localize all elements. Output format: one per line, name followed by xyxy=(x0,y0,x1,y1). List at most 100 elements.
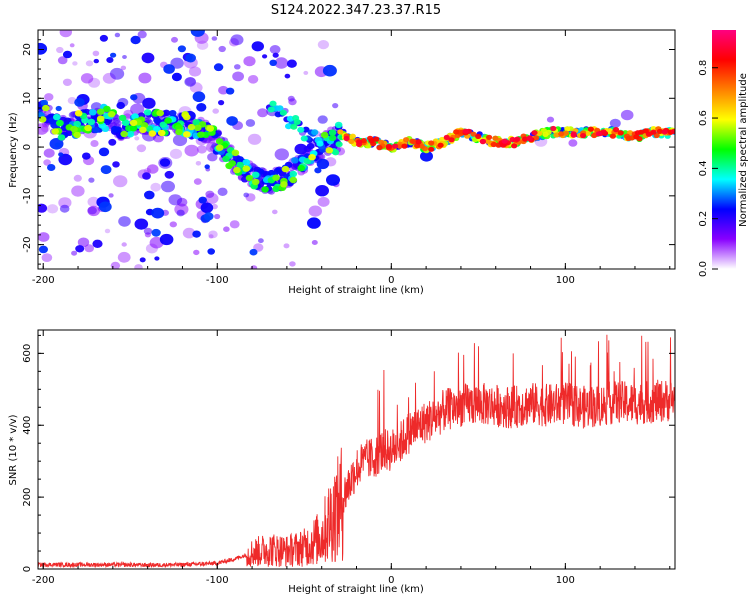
heatmap-cell xyxy=(580,133,587,139)
heatmap-cell xyxy=(274,57,289,69)
heatmap-cell xyxy=(121,242,127,247)
heatmap-cell xyxy=(218,85,229,95)
heatmap-cell xyxy=(269,59,278,66)
heatmap-cell xyxy=(392,143,399,149)
x-tick-label: 100 xyxy=(556,275,575,286)
heatmap-cell xyxy=(568,139,578,147)
heatmap-cell xyxy=(334,121,343,129)
heatmap-cell xyxy=(226,116,238,126)
heatmap-cells xyxy=(38,30,675,269)
heatmap-cell xyxy=(47,164,56,171)
heatmap-cell xyxy=(335,141,343,148)
heatmap-cell xyxy=(612,127,620,133)
heatmap-cell xyxy=(38,42,48,55)
heatmap-cell xyxy=(193,249,200,256)
heatmap-cell xyxy=(129,125,138,132)
heatmap-cell xyxy=(163,64,175,74)
heatmap-cell xyxy=(84,244,94,253)
heatmap-cell xyxy=(231,149,240,156)
heatmap-cell xyxy=(207,248,215,255)
heatmap-cell xyxy=(368,138,375,144)
heatmap-cell xyxy=(84,124,92,132)
heatmap-cell xyxy=(71,185,85,197)
heatmap-cell xyxy=(43,148,55,158)
heatmap-cell xyxy=(620,109,634,121)
heatmap-cell xyxy=(40,99,49,107)
heatmap-cell xyxy=(104,228,111,234)
heatmap-cell xyxy=(286,59,297,68)
heatmap-cell xyxy=(317,40,329,50)
heatmap-cell xyxy=(570,131,577,137)
heatmap-cell xyxy=(73,174,82,182)
heatmap-cell xyxy=(57,134,66,141)
heatmap-cell xyxy=(162,109,171,117)
heatmap-cell xyxy=(326,174,340,186)
heatmap-cell xyxy=(403,137,410,143)
heatmap-cell xyxy=(550,125,557,132)
snr-y-axis-label: SNR (10 * v/v) xyxy=(8,414,19,485)
heatmap-cell xyxy=(609,133,617,139)
heatmap-cell xyxy=(188,66,202,77)
heatmap-cell xyxy=(170,57,184,69)
heatmap-cell xyxy=(164,170,174,179)
heatmap-cell xyxy=(103,105,111,113)
heatmap-cell xyxy=(448,137,455,143)
heatmap-cell xyxy=(56,120,64,127)
heatmap-cell xyxy=(110,261,121,269)
heatmap-cell xyxy=(661,129,668,135)
x-tick-label: -200 xyxy=(32,575,55,586)
heatmap-cell xyxy=(88,177,95,183)
heatmap-cell xyxy=(38,123,49,135)
heatmap-cell xyxy=(322,64,337,77)
heatmap-cell xyxy=(139,126,147,134)
heatmap-cell xyxy=(87,196,100,207)
x-tick-label: 0 xyxy=(388,275,394,286)
heatmap-cell xyxy=(87,206,97,215)
heatmap-cell xyxy=(251,41,264,52)
heatmap-cell xyxy=(211,36,218,41)
heatmap-cell xyxy=(118,216,131,227)
heatmap-cell xyxy=(533,135,540,141)
heatmap-cell xyxy=(242,165,251,172)
heatmap-cell xyxy=(462,128,469,134)
heatmap-cell xyxy=(183,113,191,121)
heatmap-cell xyxy=(332,103,339,109)
heatmap-cell xyxy=(58,153,73,166)
heatmap-cell xyxy=(72,61,78,66)
heatmap-cell xyxy=(159,121,168,128)
heatmap-cell xyxy=(58,197,72,209)
colorbar: 0.0 0.2 0.4 0.6 0.8 Normalized spectral ampl… xyxy=(698,30,749,277)
heatmap-cell xyxy=(150,182,161,192)
heatmap-cell xyxy=(164,117,172,124)
heatmap-cell xyxy=(232,71,245,82)
heatmap-cell xyxy=(208,234,214,239)
heatmap-cell xyxy=(360,138,367,144)
heatmap-cell xyxy=(633,134,640,140)
heatmap-cell xyxy=(120,130,128,138)
heatmap-cell xyxy=(157,129,166,137)
spectrogram-x-ticks: -200 -100 0 100 xyxy=(32,30,671,286)
heatmap-cell xyxy=(303,158,312,165)
heatmap-cell xyxy=(215,138,224,145)
heatmap-cell xyxy=(634,130,642,136)
heatmap-cell xyxy=(130,94,138,101)
heatmap-cell xyxy=(195,161,202,166)
heatmap-cell xyxy=(116,101,125,110)
heatmap-cell xyxy=(437,142,444,148)
heatmap-cell xyxy=(283,243,290,249)
y-tick-label: 200 xyxy=(22,488,33,507)
heatmap-cell xyxy=(558,131,565,137)
heatmap-cell xyxy=(280,181,288,188)
heatmap-cell xyxy=(168,194,183,206)
colorbar-bar xyxy=(712,30,736,269)
heatmap-cell xyxy=(129,119,138,127)
heatmap-cell xyxy=(192,91,206,102)
heatmap-cell xyxy=(511,143,518,149)
y-tick-label: 0 xyxy=(22,144,33,150)
y-tick-label: 0 xyxy=(22,566,33,572)
heatmap-cell xyxy=(490,141,497,148)
heatmap-cell xyxy=(230,34,244,46)
heatmap-cell xyxy=(151,207,165,219)
heatmap-cell xyxy=(656,128,664,134)
